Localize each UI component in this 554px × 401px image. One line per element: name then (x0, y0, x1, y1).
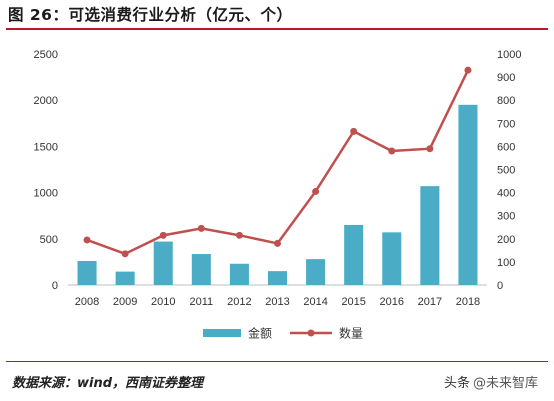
line-point (121, 250, 129, 258)
bar (77, 260, 97, 285)
line-series (83, 66, 472, 258)
line-point (83, 236, 91, 244)
x-tick-label: 2017 (418, 296, 442, 308)
source-note: 数据来源：wind，西南证券整理 (12, 376, 204, 391)
right-tick-label: 900 (497, 72, 515, 84)
bar-series (77, 104, 478, 285)
watermark-handle: @未来智库 (472, 376, 538, 391)
watermark: 头条 @未来智库 (444, 372, 538, 391)
x-tick-label: 2009 (113, 296, 137, 308)
bar (115, 271, 135, 285)
x-axis: 2008 2009 2010 2011 2012 2013 2014 2015 2016 2017… (68, 284, 487, 308)
right-tick-label: 400 (497, 188, 515, 200)
bar (153, 241, 173, 285)
legend-label-bar: 金额 (248, 326, 272, 341)
x-tick-label: 2018 (456, 296, 480, 308)
left-tick-label: 2000 (34, 95, 58, 107)
x-tick-label: 2015 (341, 296, 365, 308)
line-point (197, 224, 205, 232)
line-point (159, 231, 167, 239)
left-tick-label: 500 (40, 234, 58, 246)
right-tick-label: 700 (497, 118, 515, 130)
line-point (388, 147, 396, 155)
right-tick-label: 300 (497, 211, 515, 223)
line-point (350, 127, 358, 135)
left-tick-label: 0 (52, 280, 58, 292)
x-tick-label: 2013 (265, 296, 289, 308)
bar (382, 232, 402, 285)
bar (458, 104, 478, 285)
watermark-brand: 头条 (443, 376, 470, 391)
title-divider (6, 28, 548, 30)
bar (306, 259, 326, 285)
chart-legend: 金额 数量 (203, 326, 363, 341)
right-tick-label: 600 (497, 141, 515, 153)
line-point (274, 239, 281, 247)
x-tick-label: 2011 (189, 296, 213, 308)
bar (267, 271, 288, 285)
figure-title: 图 26：可选消费行业分析（亿元、个） (8, 6, 293, 24)
bar (229, 263, 249, 285)
line-path (86, 69, 470, 256)
x-tick-label: 2014 (303, 296, 327, 308)
right-axis: 0 100 200 300 400 500 600 700 800 900 1000 (497, 49, 521, 292)
x-tick-label: 2010 (151, 296, 175, 308)
combo-chart: 0 500 1000 1500 2000 2500 0 100 200 300 400 500 600… (34, 49, 522, 341)
line-point (426, 145, 434, 153)
legend-label-line: 数量 (339, 326, 363, 341)
right-tick-label: 1000 (497, 49, 521, 61)
bar (344, 224, 364, 285)
line-point (464, 66, 472, 74)
left-axis: 0 500 1000 1500 2000 2500 (34, 49, 58, 292)
x-tick-label: 2012 (227, 296, 251, 308)
footer-divider (6, 361, 548, 362)
x-tick-label: 2008 (75, 296, 99, 308)
right-tick-label: 0 (497, 280, 503, 292)
bar (191, 254, 211, 285)
left-tick-label: 1000 (34, 188, 58, 200)
legend-swatch-bar (203, 329, 241, 337)
left-tick-label: 1500 (34, 141, 58, 153)
x-tick-label: 2016 (380, 296, 404, 308)
line-point (312, 187, 320, 195)
right-tick-label: 800 (497, 95, 515, 107)
right-tick-label: 200 (497, 234, 515, 246)
bar (420, 186, 440, 285)
legend-swatch-marker (307, 329, 315, 337)
right-tick-label: 500 (497, 165, 515, 177)
right-tick-label: 100 (497, 257, 515, 269)
left-tick-label: 2500 (34, 49, 58, 61)
line-point (235, 231, 243, 239)
